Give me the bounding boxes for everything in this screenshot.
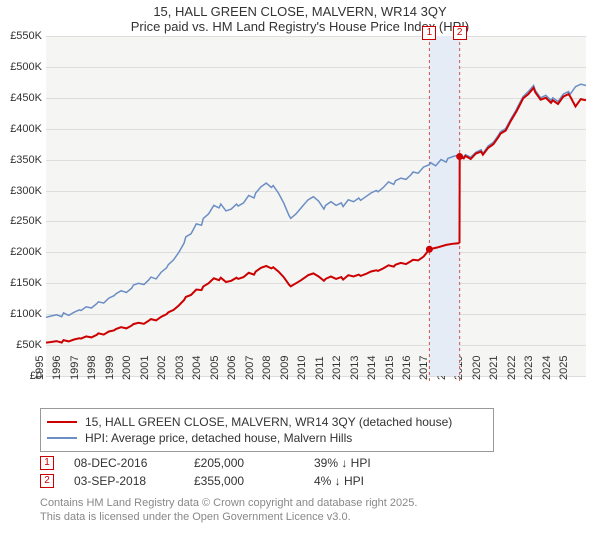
y-axis-label: £100K bbox=[0, 308, 42, 320]
footer-line2: This data is licensed under the Open Gov… bbox=[40, 510, 590, 524]
transaction-delta: 4% ↓ HPI bbox=[314, 474, 414, 488]
y-axis-label: £550K bbox=[0, 30, 42, 42]
legend-item-price-paid: 15, HALL GREEN CLOSE, MALVERN, WR14 3QY … bbox=[47, 415, 487, 429]
chart-title-line2: Price paid vs. HM Land Registry's House … bbox=[0, 19, 600, 34]
y-axis-label: £400K bbox=[0, 123, 42, 135]
legend: 15, HALL GREEN CLOSE, MALVERN, WR14 3QY … bbox=[40, 408, 494, 452]
legend-item-hpi: HPI: Average price, detached house, Malv… bbox=[47, 431, 487, 445]
transaction-date: 03-SEP-2018 bbox=[74, 474, 174, 488]
legend-label-hpi: HPI: Average price, detached house, Malv… bbox=[85, 431, 352, 445]
transactions-table: 1 08-DEC-2016 £205,000 39% ↓ HPI 2 03-SE… bbox=[40, 456, 590, 488]
sale-point-icon bbox=[456, 153, 463, 160]
chart-title-line1: 15, HALL GREEN CLOSE, MALVERN, WR14 3QY bbox=[0, 4, 600, 19]
chart-svg bbox=[46, 36, 586, 376]
series-price-paid-post bbox=[460, 88, 586, 159]
transaction-price: £205,000 bbox=[194, 456, 294, 470]
highlight-band bbox=[429, 36, 459, 376]
legend-swatch-hpi bbox=[47, 437, 77, 439]
y-axis-label: £300K bbox=[0, 185, 42, 197]
y-axis-label: £350K bbox=[0, 154, 42, 166]
y-axis-label: £500K bbox=[0, 61, 42, 73]
transaction-row: 1 08-DEC-2016 £205,000 39% ↓ HPI bbox=[40, 456, 590, 470]
y-axis-label: £450K bbox=[0, 92, 42, 104]
transaction-marker-icon: 2 bbox=[40, 474, 54, 488]
footer-line1: Contains HM Land Registry data © Crown c… bbox=[40, 496, 590, 510]
series-price-paid-pre bbox=[46, 249, 429, 342]
transaction-date: 08-DEC-2016 bbox=[74, 456, 174, 470]
y-axis-label: £250K bbox=[0, 215, 42, 227]
transaction-marker-icon: 1 bbox=[40, 456, 54, 470]
transaction-row: 2 03-SEP-2018 £355,000 4% ↓ HPI bbox=[40, 474, 590, 488]
legend-label-price-paid: 15, HALL GREEN CLOSE, MALVERN, WR14 3QY … bbox=[85, 415, 452, 429]
chart: £0£50K£100K£150K£200K£250K£300K£350K£400… bbox=[0, 36, 600, 406]
y-axis-label: £50K bbox=[0, 339, 42, 351]
footer: Contains HM Land Registry data © Crown c… bbox=[40, 496, 590, 525]
chart-title-block: 15, HALL GREEN CLOSE, MALVERN, WR14 3QY … bbox=[0, 0, 600, 34]
series-hpi bbox=[46, 84, 586, 317]
y-axis-label: £200K bbox=[0, 246, 42, 258]
legend-swatch-price-paid bbox=[47, 421, 77, 423]
marker-box-icon: 2 bbox=[453, 26, 467, 40]
sale-point-icon bbox=[426, 246, 433, 253]
transaction-delta: 39% ↓ HPI bbox=[314, 456, 414, 470]
marker-box-icon: 1 bbox=[422, 26, 436, 40]
transaction-price: £355,000 bbox=[194, 474, 294, 488]
y-axis-label: £150K bbox=[0, 277, 42, 289]
